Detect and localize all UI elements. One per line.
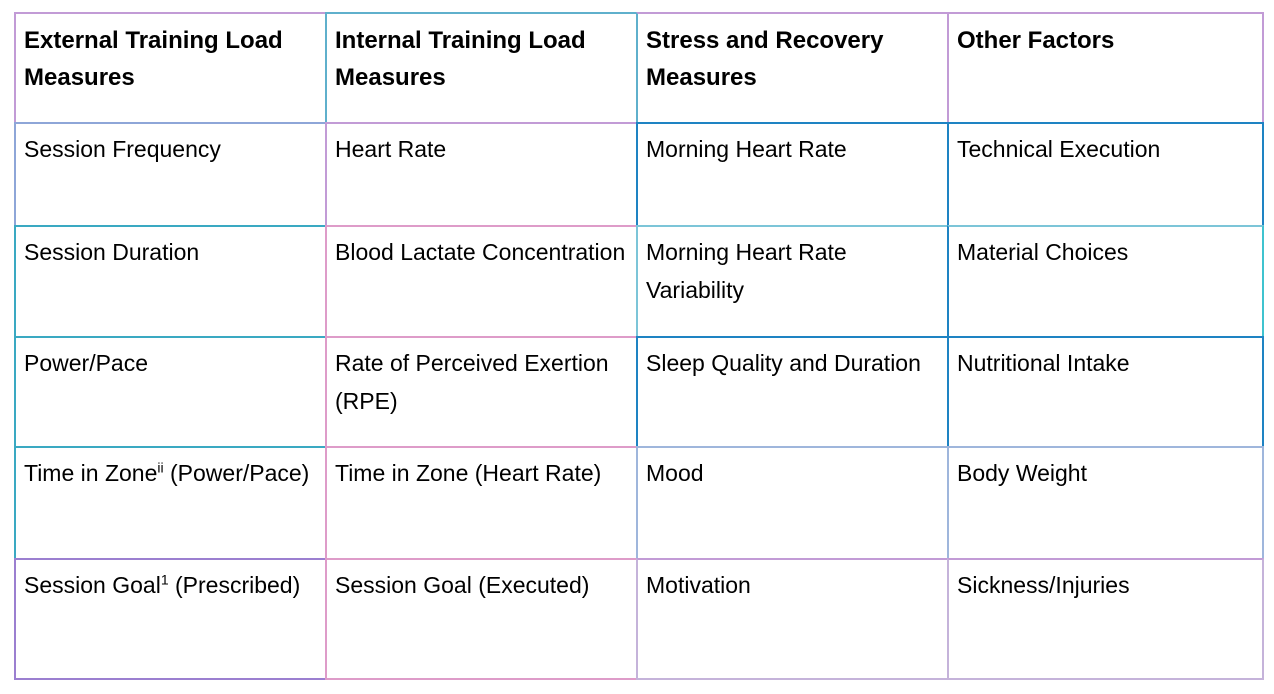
cell-nutritional-intake: Nutritional Intake bbox=[947, 336, 1264, 446]
cell-text: Blood Lactate Concentration bbox=[335, 239, 626, 265]
cell-body-weight: Body Weight bbox=[947, 446, 1264, 558]
cell-text: Nutritional Intake bbox=[957, 350, 1130, 376]
cell-text: Time in Zone (Heart Rate) bbox=[335, 460, 602, 486]
cell-time-in-zone-heart-rate: Time in Zone (Heart Rate) bbox=[325, 446, 636, 558]
header-text: External Training Load Measures bbox=[24, 27, 283, 91]
cell-session-frequency: Session Frequency bbox=[14, 122, 325, 225]
cell-sickness-injuries: Sickness/Injuries bbox=[947, 558, 1264, 680]
cell-text: Mood bbox=[646, 460, 704, 486]
column-header-stress-recovery: Stress and Recovery Measures bbox=[636, 12, 947, 122]
cell-sleep-quality-duration: Sleep Quality and Duration bbox=[636, 336, 947, 446]
cell-text: Body Weight bbox=[957, 460, 1087, 486]
cell-text: Sickness/Injuries bbox=[957, 572, 1130, 598]
cell-session-goal-prescribed: Session Goal1 (Prescribed) bbox=[14, 558, 325, 680]
cell-text: Material Choices bbox=[957, 239, 1129, 265]
header-text: Stress and Recovery Measures bbox=[646, 27, 884, 91]
cell-morning-heart-rate: Morning Heart Rate bbox=[636, 122, 947, 225]
cell-text: Sleep Quality and Duration bbox=[646, 350, 921, 376]
cell-technical-execution: Technical Execution bbox=[947, 122, 1264, 225]
cell-text: Morning Heart Rate bbox=[646, 136, 847, 162]
cell-text: Motivation bbox=[646, 572, 751, 598]
cell-text: Session Goal bbox=[24, 572, 161, 598]
training-measures-table: External Training Load Measures Internal… bbox=[14, 12, 1264, 680]
cell-material-choices: Material Choices bbox=[947, 225, 1264, 336]
cell-time-in-zone-power-pace: Time in Zoneii (Power/Pace) bbox=[14, 446, 325, 558]
column-header-external-training-load: External Training Load Measures bbox=[14, 12, 325, 122]
cell-text-continued: (Prescribed) bbox=[168, 572, 301, 598]
header-text: Internal Training Load Measures bbox=[335, 27, 586, 91]
cell-text: Time in Zone bbox=[24, 460, 158, 486]
cell-text: Morning Heart Rate Variability bbox=[646, 239, 847, 303]
cell-blood-lactate-concentration: Blood Lactate Concentration bbox=[325, 225, 636, 336]
cell-session-goal-executed: Session Goal (Executed) bbox=[325, 558, 636, 680]
footnote-marker-ii: ii bbox=[157, 459, 164, 476]
cell-rate-of-perceived-exertion: Rate of Perceived Exertion (RPE) bbox=[325, 336, 636, 446]
cell-motivation: Motivation bbox=[636, 558, 947, 680]
cell-text: Session Goal (Executed) bbox=[335, 572, 590, 598]
column-header-internal-training-load: Internal Training Load Measures bbox=[325, 12, 636, 122]
cell-text: Power/Pace bbox=[24, 350, 149, 376]
cell-text: Session Duration bbox=[24, 239, 200, 265]
cell-mood: Mood bbox=[636, 446, 947, 558]
cell-text: Session Frequency bbox=[24, 136, 221, 162]
cell-text-continued: (Power/Pace) bbox=[163, 460, 310, 486]
cell-power-pace: Power/Pace bbox=[14, 336, 325, 446]
cell-session-duration: Session Duration bbox=[14, 225, 325, 336]
cell-text: Rate of Perceived Exertion (RPE) bbox=[335, 350, 609, 414]
cell-heart-rate: Heart Rate bbox=[325, 122, 636, 225]
header-text: Other Factors bbox=[957, 27, 1115, 54]
cell-text: Technical Execution bbox=[957, 136, 1161, 162]
footnote-marker-1: 1 bbox=[160, 571, 169, 588]
column-header-other-factors: Other Factors bbox=[947, 12, 1264, 122]
cell-morning-heart-rate-variability: Morning Heart Rate Variability bbox=[636, 225, 947, 336]
cell-text: Heart Rate bbox=[335, 136, 447, 162]
